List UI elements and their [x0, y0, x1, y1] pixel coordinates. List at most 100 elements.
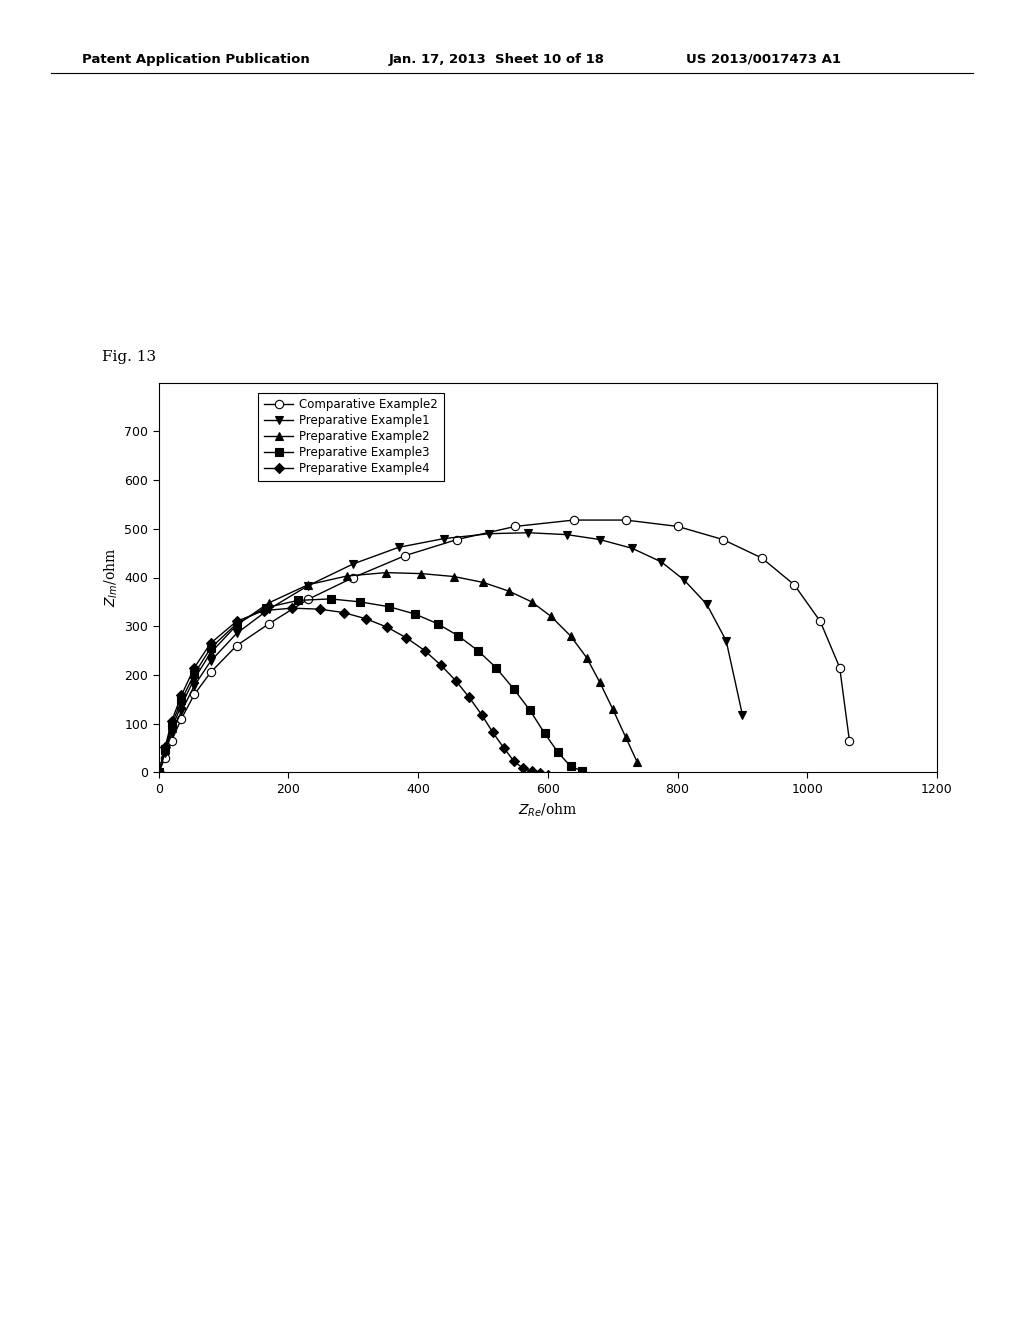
Preparative Example4	[517, 760, 529, 776]
Preparative Example3	[175, 692, 187, 708]
Preparative Example4	[286, 601, 298, 616]
Preparative Example2	[302, 577, 314, 593]
Preparative Example3	[431, 616, 443, 632]
Preparative Example4	[188, 660, 201, 676]
Preparative Example4	[166, 713, 178, 729]
Preparative Example4	[419, 643, 431, 659]
Preparative Example4	[498, 741, 510, 756]
Preparative Example2	[545, 609, 557, 624]
Comparative Example2	[620, 512, 632, 528]
Preparative Example1	[438, 531, 451, 546]
Preparative Example1	[159, 744, 171, 760]
Preparative Example3	[472, 643, 484, 659]
Text: Fig. 13: Fig. 13	[102, 350, 157, 364]
Preparative Example1	[561, 527, 573, 543]
Comparative Example2	[263, 616, 275, 632]
Preparative Example3	[453, 628, 465, 644]
Preparative Example4	[258, 603, 270, 619]
Preparative Example1	[700, 597, 713, 612]
Comparative Example2	[347, 570, 359, 586]
Preparative Example3	[325, 591, 337, 607]
Preparative Example4	[360, 611, 373, 627]
Preparative Example1	[153, 764, 165, 780]
Preparative Example2	[230, 618, 243, 634]
Preparative Example3	[575, 763, 588, 779]
Preparative Example4	[400, 630, 413, 645]
Preparative Example2	[503, 583, 515, 599]
Text: US 2013/0017473 A1: US 2013/0017473 A1	[686, 53, 841, 66]
Preparative Example1	[175, 704, 187, 719]
Preparative Example3	[205, 640, 217, 656]
Line: Preparative Example4: Preparative Example4	[156, 605, 551, 777]
Preparative Example1	[522, 525, 535, 541]
Comparative Example2	[717, 532, 729, 548]
Comparative Example2	[230, 638, 243, 653]
Comparative Example2	[814, 614, 826, 630]
Preparative Example2	[166, 721, 178, 737]
Preparative Example3	[523, 702, 536, 718]
Comparative Example2	[844, 733, 856, 748]
Preparative Example3	[188, 667, 201, 682]
Preparative Example4	[313, 601, 326, 616]
Preparative Example4	[381, 619, 393, 635]
Preparative Example2	[159, 742, 171, 758]
Preparative Example4	[463, 689, 475, 705]
Preparative Example3	[552, 744, 564, 760]
Preparative Example1	[302, 578, 314, 594]
Preparative Example3	[159, 741, 171, 756]
Preparative Example1	[736, 706, 749, 722]
Preparative Example2	[606, 701, 618, 717]
Comparative Example2	[166, 733, 178, 748]
Preparative Example1	[626, 540, 638, 556]
Preparative Example2	[581, 649, 593, 665]
Preparative Example2	[153, 764, 165, 780]
Text: Jan. 17, 2013  Sheet 10 of 18: Jan. 17, 2013 Sheet 10 of 18	[389, 53, 605, 66]
Preparative Example3	[409, 606, 421, 622]
Preparative Example3	[292, 593, 304, 609]
Preparative Example1	[347, 556, 359, 572]
Comparative Example2	[159, 750, 171, 766]
Preparative Example3	[508, 681, 520, 697]
Preparative Example1	[678, 572, 690, 587]
Comparative Example2	[451, 532, 463, 548]
Preparative Example4	[338, 605, 350, 620]
Line: Preparative Example1: Preparative Example1	[155, 528, 746, 776]
Preparative Example3	[153, 764, 165, 780]
Preparative Example3	[353, 594, 366, 610]
Preparative Example4	[159, 739, 171, 755]
Preparative Example4	[475, 706, 487, 722]
Preparative Example4	[450, 673, 462, 689]
Comparative Example2	[205, 664, 217, 680]
Comparative Example2	[788, 577, 801, 593]
Comparative Example2	[153, 764, 165, 780]
Preparative Example4	[205, 635, 217, 651]
Legend: Comparative Example2, Preparative Example1, Preparative Example2, Preparative Ex: Comparative Example2, Preparative Exampl…	[258, 392, 444, 482]
Line: Comparative Example2: Comparative Example2	[155, 516, 854, 776]
Preparative Example2	[631, 755, 643, 771]
Line: Preparative Example2: Preparative Example2	[155, 569, 641, 776]
Preparative Example1	[483, 525, 496, 541]
Preparative Example1	[263, 601, 275, 616]
Preparative Example2	[188, 671, 201, 686]
Comparative Example2	[399, 548, 412, 564]
Preparative Example1	[205, 653, 217, 669]
Preparative Example3	[230, 616, 243, 632]
Y-axis label: $Z_{Im}$/ohm: $Z_{Im}$/ohm	[102, 548, 120, 607]
Preparative Example2	[205, 645, 217, 661]
Preparative Example2	[564, 628, 577, 644]
Text: Patent Application Publication: Patent Application Publication	[82, 53, 309, 66]
Preparative Example1	[392, 540, 404, 556]
Preparative Example2	[380, 565, 392, 581]
Comparative Example2	[302, 591, 314, 607]
Preparative Example1	[655, 554, 668, 570]
Preparative Example1	[594, 532, 606, 548]
Comparative Example2	[756, 550, 768, 566]
Preparative Example1	[230, 626, 243, 642]
Preparative Example3	[489, 660, 502, 676]
Comparative Example2	[509, 519, 521, 535]
Preparative Example2	[594, 675, 606, 690]
Preparative Example4	[230, 614, 243, 630]
Comparative Example2	[672, 519, 684, 535]
Preparative Example4	[508, 754, 520, 770]
Preparative Example2	[525, 594, 538, 610]
